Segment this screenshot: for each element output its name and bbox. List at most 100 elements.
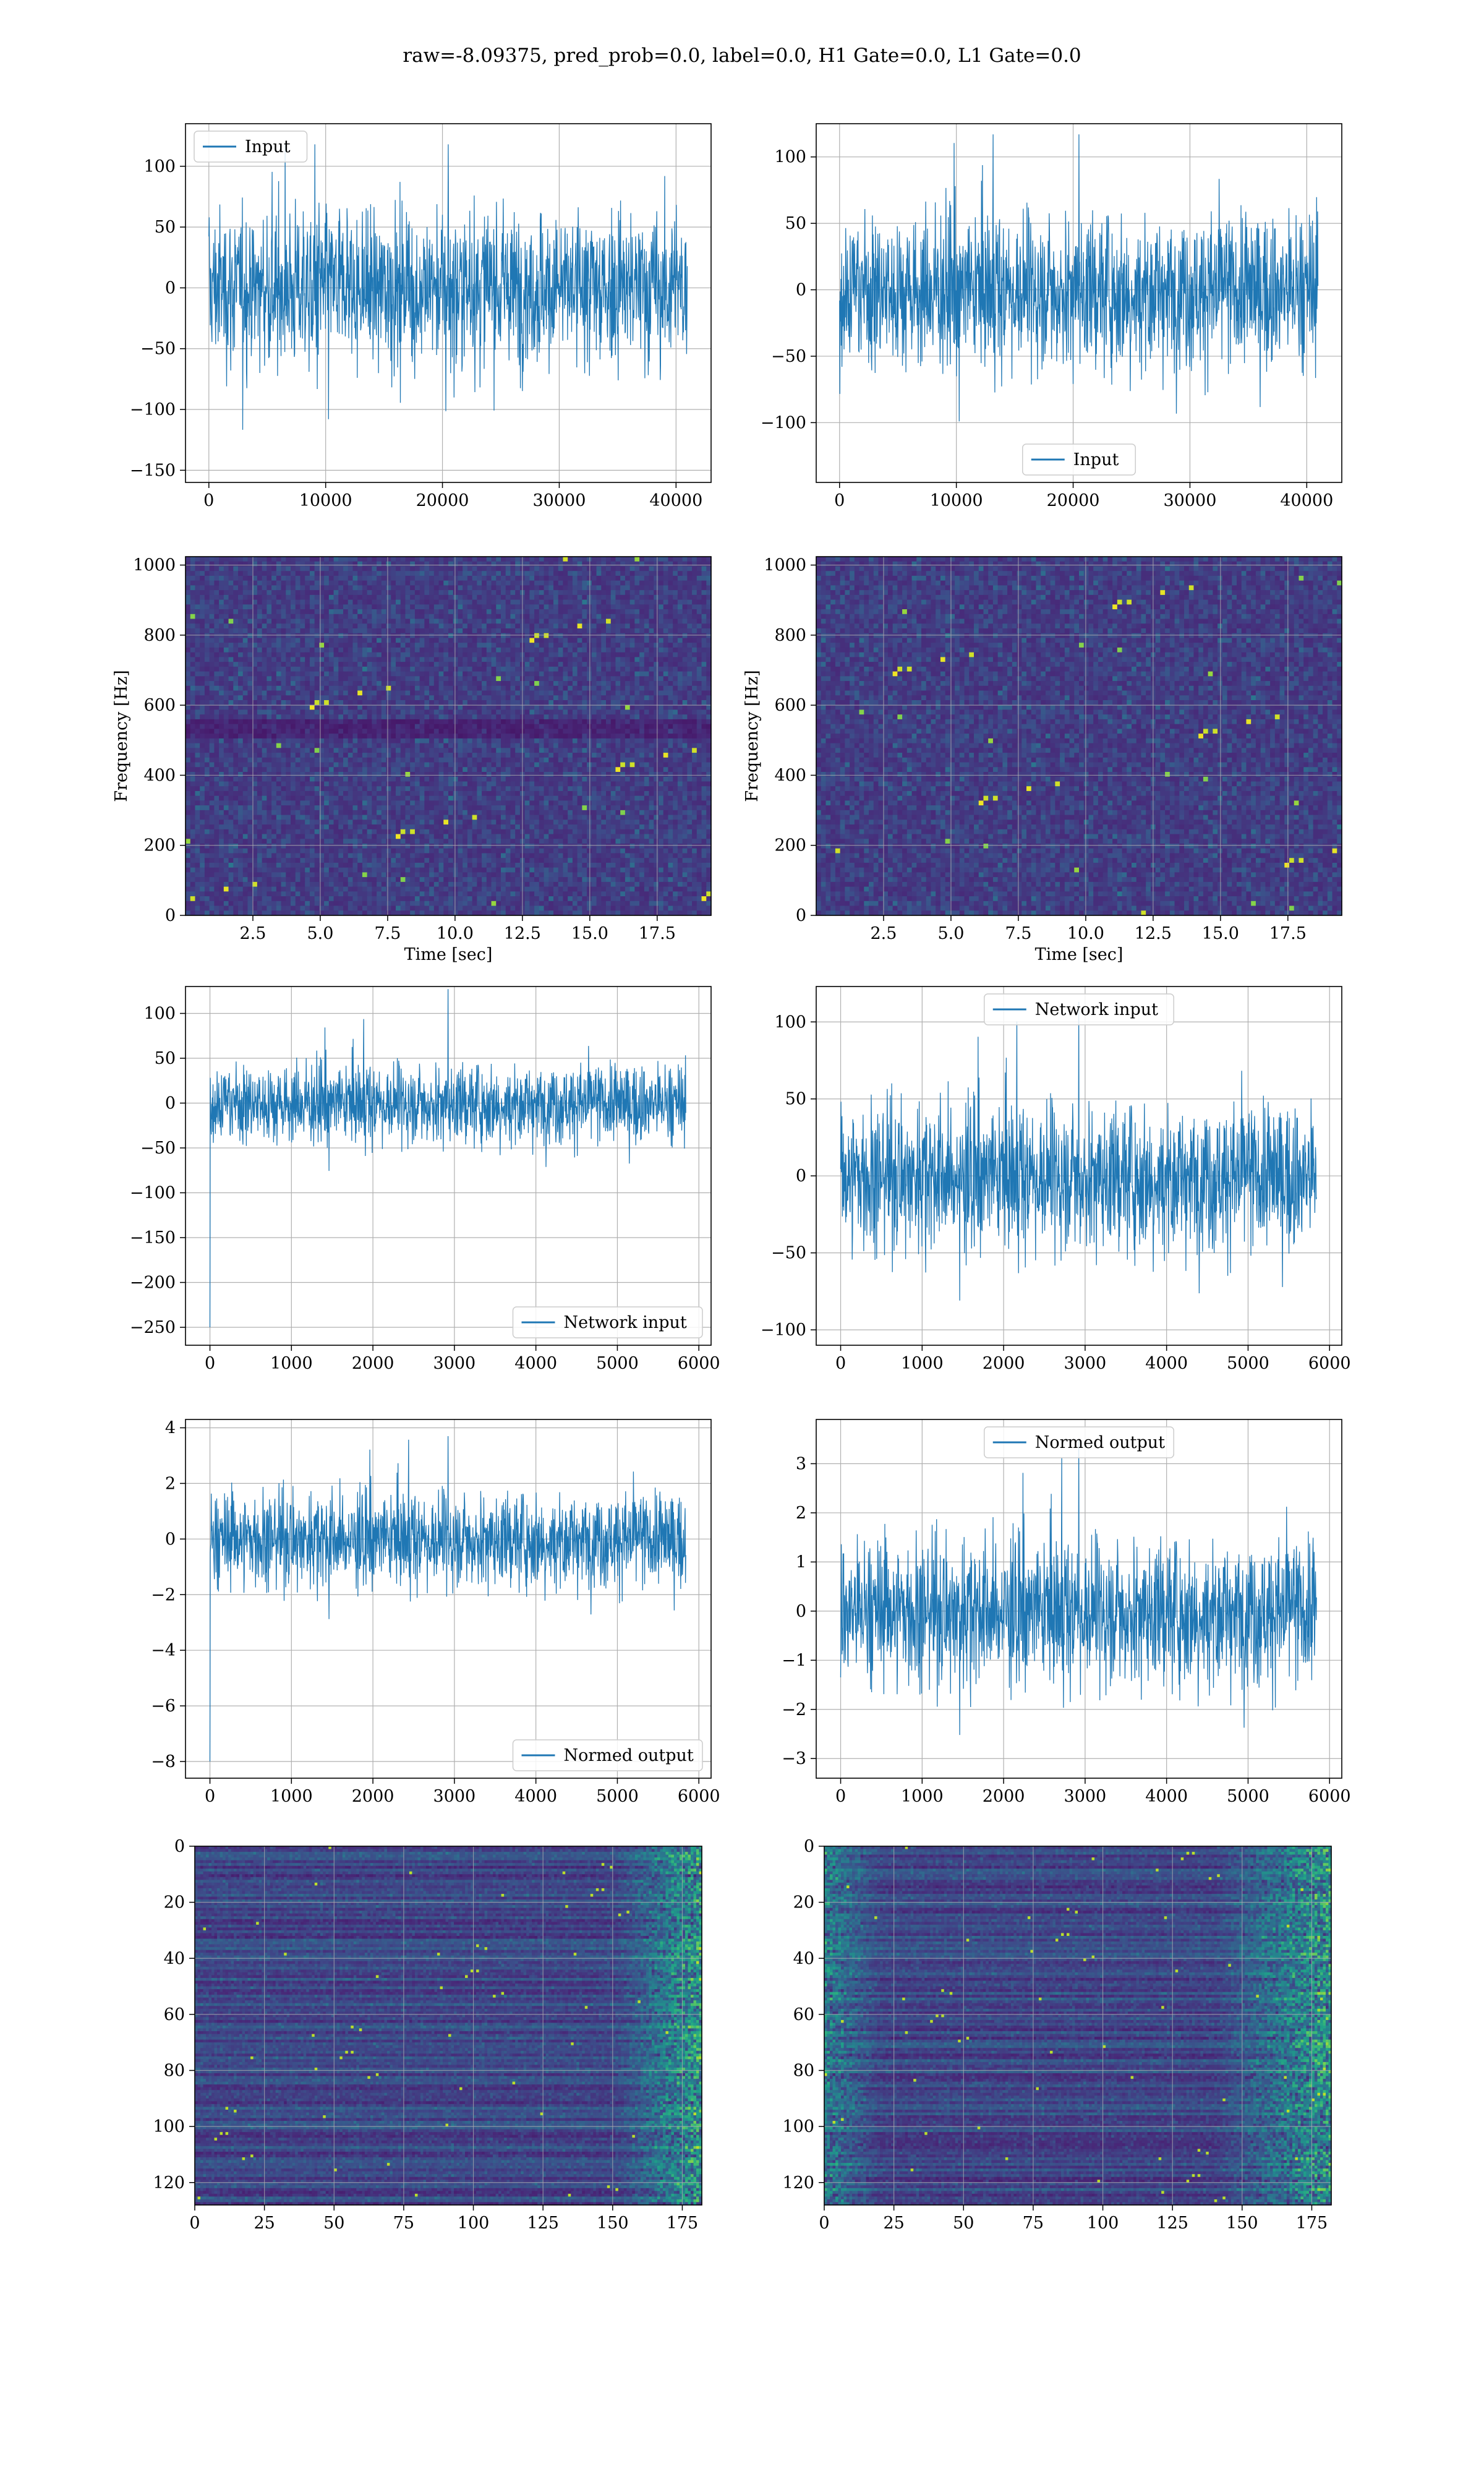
heatmap-cell: [281, 576, 286, 581]
heatmap-cell: [195, 581, 200, 586]
heatmap-cell: [649, 604, 654, 609]
heatmap-cell: [338, 648, 343, 653]
heatmap-cell: [257, 623, 262, 628]
heatmap-cell: [611, 648, 616, 653]
heatmap-cell: [434, 623, 439, 628]
heatmap-cell: [625, 638, 630, 643]
heatmap-cell: [644, 571, 649, 576]
heatmap-cell: [281, 557, 286, 562]
heatmap-cell: [506, 638, 511, 643]
heatmap-cell: [663, 623, 668, 628]
heatmap-cell: [439, 619, 444, 624]
heatmap-cell: [424, 585, 429, 590]
heatmap-cell: [195, 648, 200, 653]
heatmap-cell: [281, 604, 286, 609]
x-tick-label: 30000: [1163, 491, 1216, 510]
heatmap-cell: [496, 638, 501, 643]
heatmap-cell: [582, 576, 587, 581]
heatmap-cell: [372, 604, 377, 609]
heatmap-cell: [578, 581, 582, 586]
heatmap-cell: [186, 662, 190, 667]
chart-h1-spectrogram: 2.5 5.0 7.5 10.0 12.5 15.0 17.5020040060080010…: [112, 556, 712, 964]
heatmap-cell: [573, 628, 578, 633]
heatmap-cell: [415, 653, 420, 657]
heatmap-cell: [334, 595, 339, 600]
heatmap-cell: [606, 643, 611, 648]
heatmap-cell: [458, 590, 463, 595]
heatmap-cell: [582, 628, 587, 633]
heatmap-cell: [501, 562, 506, 567]
heatmap-cell: [463, 566, 467, 571]
heatmap-cell: [396, 571, 401, 576]
heatmap-cell: [630, 638, 635, 643]
heatmap-cell: [639, 619, 644, 624]
heatmap-cell: [257, 657, 262, 662]
heatmap-cell: [352, 643, 357, 648]
heatmap-cell: [496, 600, 501, 605]
heatmap-cell: [247, 585, 252, 590]
heatmap-cell: [186, 628, 190, 633]
heatmap-cell: [553, 628, 558, 633]
heatmap-cell: [563, 600, 568, 605]
heatmap-cell: [205, 648, 210, 653]
heatmap-cell: [352, 557, 357, 562]
heatmap-cell: [424, 600, 429, 605]
heatmap-cell: [472, 638, 477, 643]
heatmap-cell: [334, 609, 339, 614]
heatmap-cell: [678, 643, 683, 648]
heatmap-cell: [477, 614, 482, 619]
heatmap-cell: [702, 581, 707, 586]
heatmap-cell: [649, 566, 654, 571]
heatmap-cell: [563, 648, 568, 653]
heatmap-cell: [214, 590, 219, 595]
heatmap-cell: [702, 590, 707, 595]
heatmap-cell: [663, 585, 668, 590]
heatmap-cell: [582, 562, 587, 567]
heatmap-cell: [673, 614, 678, 619]
heatmap-cell: [606, 653, 611, 657]
heatmap-cell: [334, 633, 339, 638]
y-tick-label: 100: [774, 148, 806, 167]
heatmap-cell: [477, 643, 482, 648]
heatmap-cell: [205, 662, 210, 667]
heatmap-cell: [558, 604, 563, 609]
heatmap-cell: [487, 571, 492, 576]
heatmap-cell: [463, 623, 467, 628]
heatmap-cell: [434, 633, 439, 638]
heatmap-cell: [267, 628, 271, 633]
heatmap-cell: [233, 600, 238, 605]
heatmap-cell: [634, 609, 639, 614]
heatmap-cell: [219, 590, 224, 595]
heatmap-cell: [219, 576, 224, 581]
heatmap-cell: [300, 638, 305, 643]
heatmap-cell: [534, 614, 539, 619]
heatmap-cell: [458, 653, 463, 657]
heatmap-cell: [329, 643, 334, 648]
heatmap-cell: [286, 571, 291, 576]
heatmap-cell: [692, 571, 697, 576]
heatmap-cell: [281, 571, 286, 576]
heatmap-cell: [625, 609, 630, 614]
heatmap-cell: [534, 576, 539, 581]
heatmap-cell: [348, 619, 353, 624]
heatmap-cell: [620, 633, 625, 638]
heatmap-cell: [687, 638, 692, 643]
heatmap-cell: [625, 576, 630, 581]
heatmap-cell: [334, 643, 339, 648]
heatmap-cell: [482, 585, 487, 590]
heatmap-cell: [362, 614, 367, 619]
heatmap-cell: [424, 623, 429, 628]
heatmap-cell: [396, 643, 401, 648]
heatmap-cell: [296, 576, 301, 581]
heatmap-cell: [296, 614, 301, 619]
heatmap-cell: [573, 571, 578, 576]
heatmap-cell: [286, 609, 291, 614]
heatmap-cell: [281, 653, 286, 657]
x-tick-label: 0: [834, 491, 845, 510]
heatmap-cell: [229, 638, 234, 643]
heatmap-cell: [673, 566, 678, 571]
heatmap-cell: [649, 638, 654, 643]
heatmap-cell: [534, 590, 539, 595]
heatmap-cell: [501, 638, 506, 643]
heatmap-cell: [630, 657, 635, 662]
